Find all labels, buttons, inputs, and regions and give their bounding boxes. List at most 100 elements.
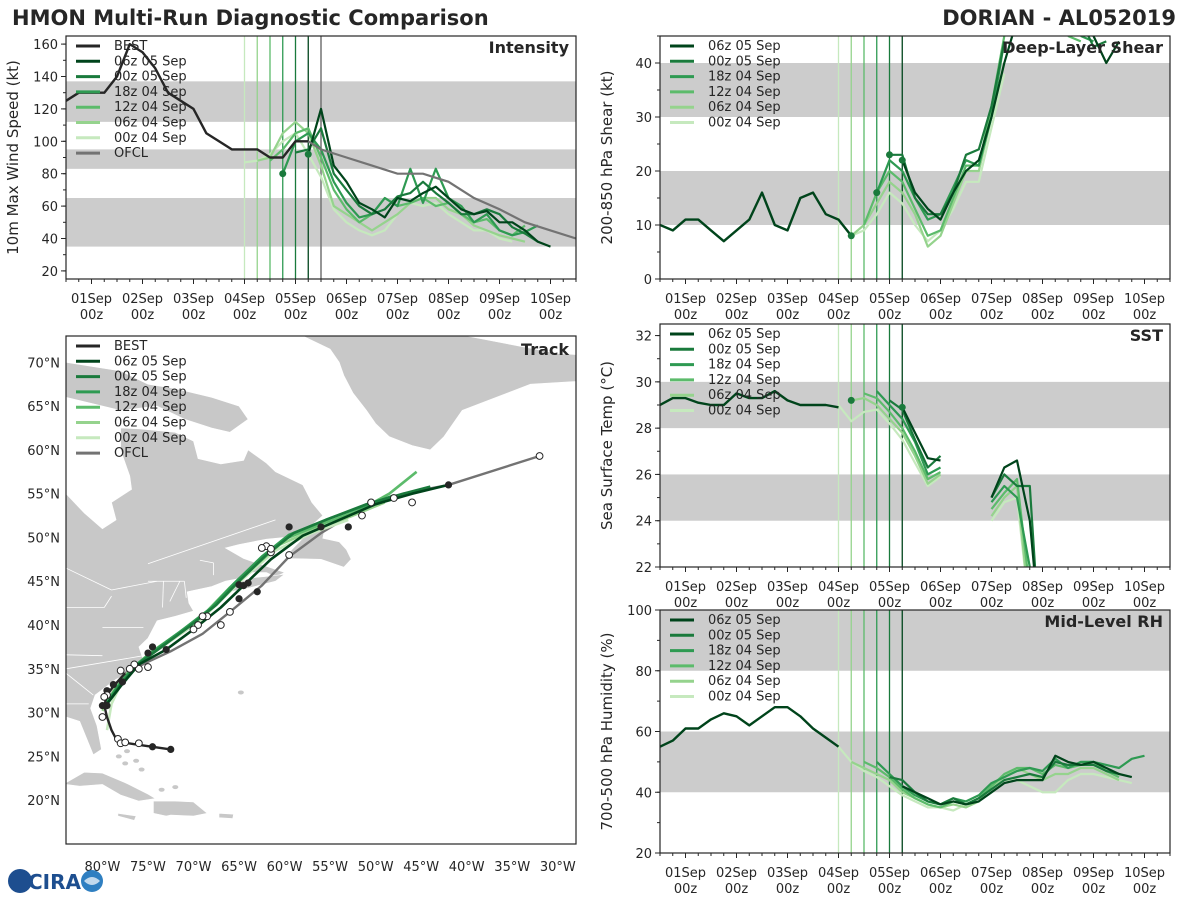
best-track-point [235,595,243,603]
best-track-point [244,579,252,587]
storm-id-title: DORIAN - AL052019 [942,6,1176,30]
ofcl-track-point [358,511,366,520]
shaded-band [660,381,1170,429]
intensity-panel: 2040608010012014016001Sep00z02Sep00z03Se… [4,35,577,323]
best-track-point [344,523,352,531]
land-island [115,754,122,759]
shaded-band [660,474,1170,521]
sst-ylabel: Sea Surface Temp (°C) [598,361,616,530]
best-track-point [444,481,453,489]
lat-tick-label: 20°N [27,794,60,809]
cira-logo: CIRA [8,869,103,894]
x-tick-label: 00z [929,308,953,323]
series-18z-04-sep [875,390,1031,567]
y-tick-label: 30 [635,376,652,391]
x-tick-label: 05Sep [869,292,910,307]
lon-tick-label: 70°W [176,860,212,875]
x-tick-label: 01Sep [665,292,706,307]
border-line [169,581,181,602]
border-line [66,654,103,657]
x-tick-label: 06Sep [920,580,961,595]
x-tick-label: 00z [335,308,359,323]
x-tick-label: 00z [776,882,800,897]
lon-tick-label: 30°W [540,860,576,875]
x-tick-label: 09Sep [479,292,520,307]
best-track-point [109,680,117,689]
ofcl-track-point [257,544,266,552]
best-track-point [167,745,175,754]
land-island [138,767,145,772]
y-tick-label: 20 [635,847,652,862]
track-frame [65,335,577,845]
best-track-point [253,588,261,596]
x-tick-label: 00z [878,596,902,611]
ofcl-track-point [285,551,294,559]
y-tick-label: 22 [635,561,652,576]
x-tick-label: 01Sep [665,580,706,595]
best-track-point [235,581,243,589]
lat-tick-label: 70°N [27,356,60,371]
lat-tick-label: 50°N [27,531,60,546]
legend-label: 06z 05 Sep [708,613,781,628]
lat-tick-label: 55°N [27,488,60,503]
x-tick-label: 10Sep [1124,292,1165,307]
legend-label: 12z 04 Sep [708,85,781,100]
x-tick-label: 10Sep [530,292,571,307]
x-tick-label: 10Sep [1124,580,1165,595]
best-line [660,389,839,409]
x-tick-label: 00z [1031,882,1055,897]
x-tick-label: 08Sep [1022,292,1063,307]
y-tick-label: 80 [635,665,652,680]
land-island [158,787,165,792]
legend-label: OFCL [114,146,149,161]
x-tick-label: 04Sep [818,292,859,307]
land-greenland [166,336,576,451]
x-tick-label: 02Sep [716,580,757,595]
x-tick-label: 03Sep [767,580,808,595]
ofcl-track-point [408,498,416,507]
best-track-point [98,702,107,710]
x-tick-label: 09Sep [1073,580,1114,595]
x-tick-label: 00z [929,596,953,611]
init-point [886,151,893,159]
x-tick-label: 03Sep [767,292,808,307]
ofcl-track-point [189,625,198,634]
legend-label: BEST [114,339,147,354]
series-00z-05-sep [295,127,539,243]
series-06z-05-sep [901,406,1036,567]
x-tick-label: 00z [1133,308,1157,323]
lat-tick-label: 45°N [27,575,60,590]
x-tick-label: 00z [878,308,902,323]
x-tick-label: 00z [674,308,698,323]
legend-label: 06z 05 Sep [114,354,187,369]
y-tick-label: 40 [41,233,58,248]
land-puerto-rico [218,812,234,819]
y-tick-label: 10 [635,219,652,234]
ofcl-track-point [367,498,375,507]
x-tick-label: 00z [1031,308,1055,323]
land-island [122,761,129,766]
lon-tick-label: 55°W [312,860,348,875]
y-tick-label: 0 [644,273,652,288]
lon-tick-label: 75°W [130,860,166,875]
x-tick-label: 00z [182,308,206,323]
x-tick-label: 00z [233,308,257,323]
rh-title: Mid-Level RH [1044,612,1163,631]
figure-title: HMON Multi-Run Diagnostic Comparison [12,6,489,30]
series-18z-04-sep [876,754,1145,806]
track-title: Track [521,340,569,359]
ofcl-track-point [389,494,398,502]
border-line [162,581,164,608]
y-tick-label: 60 [635,726,652,741]
ofcl-track-point [226,607,234,616]
shaded-band [660,610,1170,671]
best-track-point [118,678,127,686]
x-tick-label: 01Sep [71,292,112,307]
ofcl-track-point [267,544,275,553]
land-island [124,749,131,754]
x-tick-label: 07Sep [971,292,1012,307]
ofcl-track-point [121,738,130,747]
cira-logo-text: CIRA [28,870,82,894]
y-tick-label: 32 [635,330,652,345]
